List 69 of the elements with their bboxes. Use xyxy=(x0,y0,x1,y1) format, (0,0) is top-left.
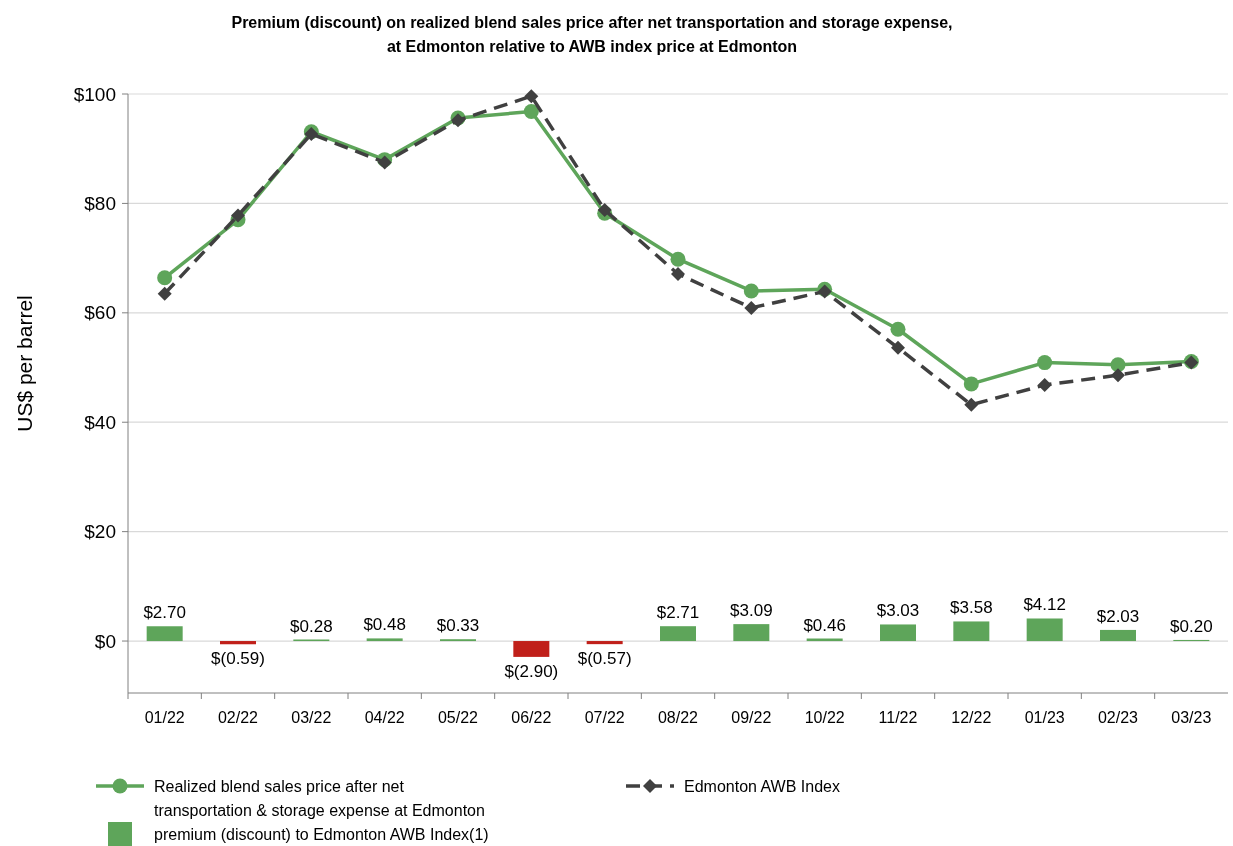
point xyxy=(157,270,173,286)
bar xyxy=(513,641,550,657)
chart-title: Premium (discount) on realized blend sales price after net transportation and storage expense, at Edmonton relative to AWB index price at Edmonton xyxy=(231,14,953,55)
point xyxy=(670,251,686,267)
data-label: $2.03 xyxy=(1096,606,1140,626)
point xyxy=(963,376,979,392)
x-tick-label: 01/22 xyxy=(144,709,185,726)
data-label: $(0.57) xyxy=(577,649,632,669)
bar xyxy=(660,626,696,642)
point xyxy=(597,202,612,217)
y-tick-label: $20 xyxy=(84,521,116,543)
x-tick-label: 04/22 xyxy=(364,709,405,726)
y-tick-label: $60 xyxy=(84,302,116,324)
bar xyxy=(146,626,183,642)
point xyxy=(743,283,759,299)
y-tick-label: $80 xyxy=(84,193,116,215)
bar xyxy=(1026,618,1063,642)
x-tick-label: 08/22 xyxy=(657,709,699,726)
point xyxy=(744,300,759,315)
point xyxy=(890,321,906,337)
x-tick-label: 10/22 xyxy=(804,709,845,726)
point xyxy=(231,208,245,223)
bar xyxy=(366,638,403,642)
data-label: $0.48 xyxy=(363,615,406,635)
data-label: $0.20 xyxy=(1170,616,1213,636)
data-label: $0.33 xyxy=(436,616,480,636)
data-label: $0.28 xyxy=(290,616,333,636)
point xyxy=(523,104,539,120)
x-tick-label: 03/23 xyxy=(1171,709,1212,726)
bar xyxy=(1100,629,1136,642)
x-tick-label: 03/22 xyxy=(291,709,332,726)
point xyxy=(524,89,539,104)
point xyxy=(1037,378,1052,393)
y-axis-title: US$ per barrel xyxy=(13,295,36,432)
x-tick-label: 01/23 xyxy=(1024,709,1065,726)
x-tick-label: 02/23 xyxy=(1097,709,1139,726)
point xyxy=(891,340,905,355)
point xyxy=(1037,355,1053,371)
point xyxy=(964,397,979,412)
point xyxy=(157,286,172,301)
data-label: $2.70 xyxy=(143,603,186,623)
legend-label: premium (discount) to Edmonton AWB Index(1) xyxy=(154,825,489,843)
y-tick-label: $100 xyxy=(73,83,116,105)
x-tick-label: 09/22 xyxy=(731,709,772,726)
data-label: $3.09 xyxy=(730,601,773,621)
bar xyxy=(880,624,916,642)
legend-label: Edmonton AWB Index xyxy=(684,777,840,795)
data-label: $4.12 xyxy=(1023,595,1066,615)
data-label: $3.03 xyxy=(876,601,920,621)
data-label: $3.58 xyxy=(950,598,993,618)
x-tick-label: 07/22 xyxy=(584,709,625,726)
bar xyxy=(220,641,256,645)
y-tick-label: $0 xyxy=(94,630,116,652)
bar xyxy=(733,624,770,642)
point xyxy=(671,266,685,281)
x-tick-label: 02/22 xyxy=(217,709,259,726)
data-label: $2.71 xyxy=(656,603,700,623)
data-label: $0.46 xyxy=(803,615,846,635)
x-tick-label: 12/22 xyxy=(951,709,992,726)
x-tick-label: 06/22 xyxy=(511,709,552,726)
bar xyxy=(953,621,990,642)
point xyxy=(1111,368,1125,383)
x-tick-label: 11/22 xyxy=(878,709,918,726)
y-tick-label: $40 xyxy=(84,411,116,433)
x-tick-label: 05/22 xyxy=(437,709,479,726)
bar xyxy=(586,641,623,645)
data-label: $(2.90) xyxy=(504,661,559,681)
data-label: $(0.59) xyxy=(211,649,265,669)
point xyxy=(1110,357,1126,373)
